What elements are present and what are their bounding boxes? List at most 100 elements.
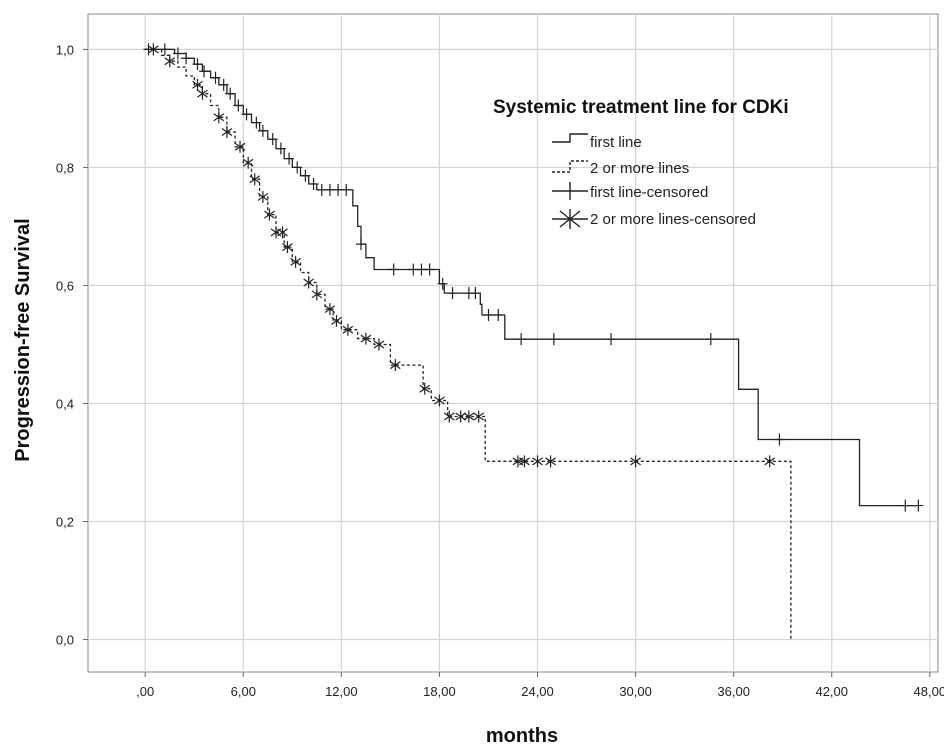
x-tick-label: 42,00 [815,684,848,699]
y-axis-title: Progression-free Survival [12,218,34,461]
censor-mark-first-line [192,58,203,71]
y-tick-label: 1,0 [56,42,74,57]
censor-mark-first-line [199,65,210,78]
censor-mark-first-line [913,499,924,512]
censor-marks [143,43,924,512]
x-tick-label: 48,00 [914,684,944,699]
x-tick-label: 18,00 [423,684,456,699]
x-tick-label: 24,00 [521,684,554,699]
censor-mark-2-or-more-lines [434,394,445,407]
censor-mark-first-line [308,177,319,190]
legend-entry-first-line-censored: first line-censored [552,182,708,201]
x-tick-label: 30,00 [619,684,652,699]
censor-mark-2-or-more-lines [148,43,159,56]
censor-mark-first-line [159,43,170,56]
censor-mark-first-line [143,43,154,56]
censor-mark-first-line [447,287,458,300]
censor-mark-first-line [355,238,366,251]
legend-label-first-line: first line [590,134,642,151]
censor-mark-first-line [774,433,785,446]
legend-label-first-line-censored: first line-censored [590,184,708,201]
censor-mark-2-or-more-lines [389,359,401,372]
censor-mark-first-line [218,78,229,91]
censor-mark-2-or-more-lines [455,410,467,423]
legend-swatch-solid-step [552,133,588,143]
legend-label-2-or-more-lines: 2 or more lines [590,160,689,177]
series-line-2-or-more-lines [145,48,792,640]
censor-mark-2-or-more-lines [257,190,269,203]
censor-mark-2-or-more-lines [331,314,342,327]
censor-mark-2-or-more-lines [197,87,208,100]
censor-mark-first-line [483,308,494,321]
censor-mark-first-line [437,277,448,290]
y-tick-label: 0,8 [56,160,74,175]
censor-mark-2-or-more-lines [630,455,641,468]
censor-mark-2-or-more-lines [545,455,556,468]
censor-mark-first-line [900,499,911,512]
censor-mark-first-line [257,124,268,137]
censor-mark-first-line [172,47,183,60]
legend: Systemic treatment line for CDKi first l… [493,97,789,229]
y-tick-label: 0,2 [56,515,74,530]
censor-mark-first-line [300,169,311,182]
censor-mark-2-or-more-lines [303,276,315,289]
censor-mark-2-or-more-lines [311,288,323,301]
y-tick-label: 0,4 [56,396,74,411]
y-axis: 0,0 0,2 0,4 0,6 0,8 1,0 [56,42,88,648]
censor-mark-2-or-more-lines [519,455,530,468]
censor-mark-2-or-more-lines [164,55,176,68]
censor-mark-first-line [424,263,435,276]
gridlines [88,14,938,672]
x-tick-label: 36,00 [717,684,750,699]
censor-mark-2-or-more-lines [532,455,543,468]
censor-mark-2-or-more-lines [290,255,301,268]
censor-mark-2-or-more-lines [419,382,431,395]
censor-mark-2-or-more-lines [249,173,261,186]
censor-mark-2-or-more-lines [282,241,293,254]
legend-swatch-dashed-step [552,160,588,173]
censor-mark-2-or-more-lines [473,410,485,423]
censor-mark-first-line [470,287,481,300]
legend-swatch-plus-marker [552,182,588,200]
x-axis-title: months [486,725,558,747]
censor-mark-2-or-more-lines [213,111,225,124]
censor-mark-2-or-more-lines [764,455,775,468]
y-tick-label: 0,6 [56,278,74,293]
legend-label-2-or-more-lines-censored: 2 or more lines-censored [590,211,756,228]
censor-mark-2-or-more-lines [342,323,354,336]
censor-mark-2-or-more-lines [264,208,275,221]
x-axis: ,00 6,00 12,00 18,00 24,00 30,00 36,00 42,00 48,… [136,672,944,699]
censor-mark-first-line [705,333,716,346]
censor-mark-2-or-more-lines [242,156,254,169]
censor-mark-first-line [275,142,286,155]
censor-mark-first-line [181,52,192,65]
censor-mark-2-or-more-lines [234,140,246,153]
censor-mark-first-line [516,333,527,346]
censor-mark-2-or-more-lines [277,226,288,239]
censor-mark-2-or-more-lines [221,126,233,139]
censor-mark-first-line [292,161,303,174]
censor-mark-first-line [251,116,262,129]
legend-entry-first-line: first line [552,133,642,151]
censor-mark-first-line [210,71,221,84]
plot-area [87,13,939,673]
x-tick-label: ,00 [136,684,154,699]
censor-mark-2-or-more-lines [360,332,372,345]
x-tick-label: 12,00 [325,684,358,699]
x-tick-label: 6,00 [231,684,256,699]
legend-entry-2-or-more-lines-censored: 2 or more lines-censored [552,209,756,229]
legend-entry-2-or-more-lines: 2 or more lines [552,160,689,177]
censor-mark-first-line [548,333,559,346]
censor-mark-2-or-more-lines [373,338,385,351]
censor-mark-2-or-more-lines [324,303,336,316]
censor-mark-first-line [493,308,504,321]
legend-title: Systemic treatment line for CDKi [493,97,789,118]
censor-mark-first-line [388,263,399,276]
censor-mark-first-line [284,152,295,165]
censor-mark-first-line [341,183,352,196]
censor-mark-2-or-more-lines [443,410,455,423]
censor-mark-2-or-more-lines [463,410,475,423]
censor-mark-first-line [267,133,278,146]
censor-mark-first-line [606,333,617,346]
